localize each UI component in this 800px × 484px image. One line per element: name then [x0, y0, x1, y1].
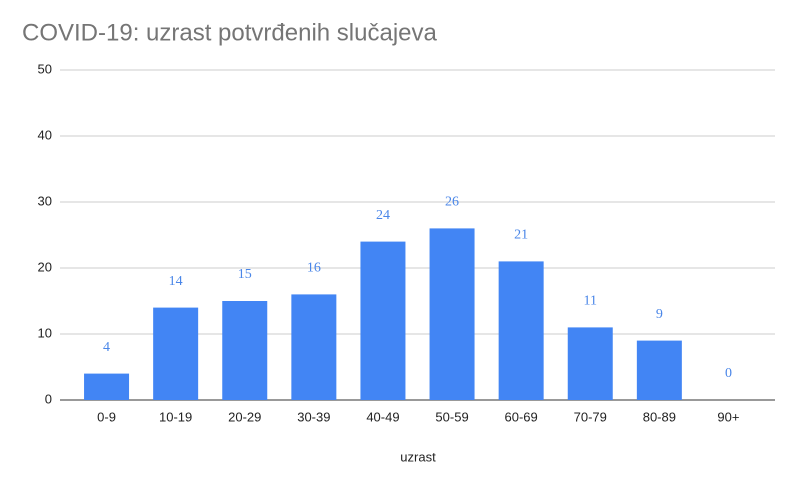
value-label: 9 [656, 307, 663, 322]
chart-title: COVID-19: uzrast potvrđenih slučajeva [22, 19, 438, 46]
x-tick-label: 20-29 [228, 409, 261, 424]
bar [222, 301, 268, 400]
bar [360, 241, 406, 400]
value-label: 24 [376, 208, 390, 223]
bar [84, 373, 130, 400]
y-tick-label: 10 [38, 325, 52, 340]
value-label: 26 [445, 195, 459, 210]
x-axis-label: uzrast [400, 449, 436, 464]
bar [636, 340, 682, 400]
value-label: 0 [725, 366, 732, 381]
bar [153, 307, 199, 400]
bar [429, 228, 475, 400]
y-tick-label: 50 [38, 61, 52, 76]
y-tick-label: 20 [38, 259, 52, 274]
value-label: 16 [307, 261, 321, 276]
value-label: 21 [514, 228, 528, 243]
x-tick-label: 40-49 [366, 409, 399, 424]
x-tick-label: 50-59 [435, 409, 468, 424]
x-tick-label: 30-39 [297, 409, 330, 424]
x-tick-label: 60-69 [505, 409, 538, 424]
value-label: 15 [238, 267, 252, 282]
y-tick-label: 30 [38, 193, 52, 208]
bar [567, 327, 613, 400]
x-tick-label: 80-89 [643, 409, 676, 424]
x-tick-label: 10-19 [159, 409, 192, 424]
y-tick-label: 40 [38, 127, 52, 142]
x-tick-label: 0-9 [97, 409, 116, 424]
bar [498, 261, 544, 400]
x-tick-label: 70-79 [574, 409, 607, 424]
value-label: 14 [169, 274, 183, 289]
y-tick-label: 0 [45, 391, 52, 406]
value-label: 4 [103, 340, 110, 355]
bar [291, 294, 337, 400]
value-label: 11 [584, 294, 597, 309]
x-tick-label: 90+ [717, 409, 739, 424]
